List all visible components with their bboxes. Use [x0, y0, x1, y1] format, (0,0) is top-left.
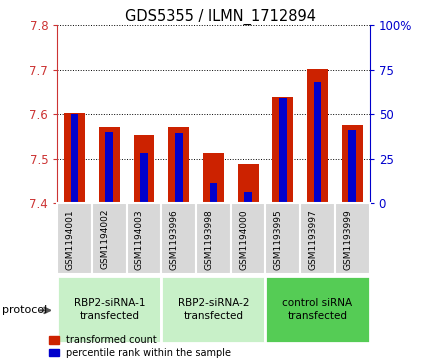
Bar: [238, 164, 259, 203]
Text: GSM1194002: GSM1194002: [100, 209, 109, 269]
Text: protocol: protocol: [2, 305, 48, 315]
Text: GSM1194001: GSM1194001: [66, 209, 74, 270]
FancyBboxPatch shape: [92, 203, 127, 274]
FancyBboxPatch shape: [300, 203, 335, 274]
Text: GSM1193997: GSM1193997: [308, 209, 318, 270]
Text: GSM1193995: GSM1193995: [274, 209, 283, 270]
Text: GSM1193999: GSM1193999: [343, 209, 352, 270]
Text: RBP2-siRNA-1
transfected: RBP2-siRNA-1 transfected: [73, 298, 145, 321]
FancyBboxPatch shape: [57, 276, 161, 343]
Bar: [134, 135, 154, 203]
Text: GDS5355 / ILMN_1712894: GDS5355 / ILMN_1712894: [125, 9, 315, 25]
Bar: [106, 132, 113, 203]
Bar: [99, 127, 120, 203]
Bar: [71, 114, 78, 203]
Text: GSM1193998: GSM1193998: [205, 209, 213, 270]
FancyBboxPatch shape: [161, 276, 265, 343]
Bar: [140, 152, 148, 203]
Bar: [279, 98, 286, 203]
Bar: [209, 183, 217, 203]
Text: GSM1194000: GSM1194000: [239, 209, 248, 270]
Bar: [348, 130, 356, 203]
Text: control siRNA
transfected: control siRNA transfected: [282, 298, 352, 321]
FancyBboxPatch shape: [57, 203, 92, 274]
Bar: [314, 82, 321, 203]
Bar: [175, 133, 183, 203]
FancyBboxPatch shape: [335, 203, 370, 274]
FancyBboxPatch shape: [265, 203, 300, 274]
Bar: [64, 113, 85, 203]
Text: RBP2-siRNA-2
transfected: RBP2-siRNA-2 transfected: [178, 298, 249, 321]
Bar: [342, 126, 363, 203]
FancyBboxPatch shape: [231, 203, 265, 274]
Bar: [307, 69, 328, 203]
FancyBboxPatch shape: [127, 203, 161, 274]
Bar: [244, 192, 252, 203]
FancyBboxPatch shape: [196, 203, 231, 274]
Legend: transformed count, percentile rank within the sample: transformed count, percentile rank withi…: [49, 335, 231, 358]
FancyBboxPatch shape: [265, 276, 370, 343]
Bar: [203, 153, 224, 203]
Text: GSM1194003: GSM1194003: [135, 209, 144, 270]
Text: GSM1193996: GSM1193996: [170, 209, 179, 270]
Bar: [272, 97, 293, 203]
Bar: [168, 127, 189, 203]
FancyBboxPatch shape: [161, 203, 196, 274]
